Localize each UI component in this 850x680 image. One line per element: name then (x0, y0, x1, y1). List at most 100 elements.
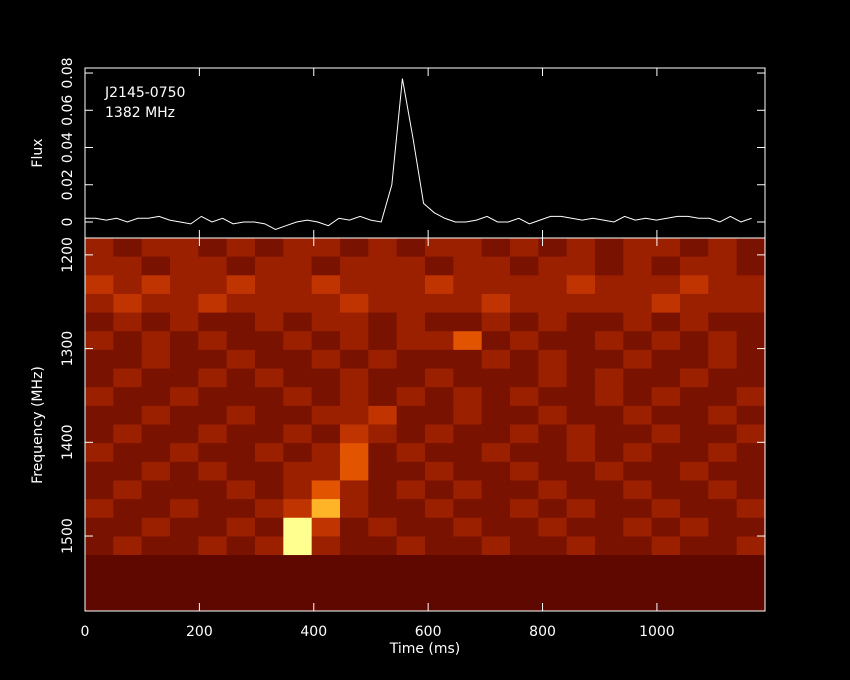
heatmap-cell (141, 443, 171, 463)
heatmap-cell (283, 424, 313, 444)
heatmap-cell (481, 573, 511, 593)
heatmap-cell (425, 461, 454, 481)
heatmap-cell (255, 293, 284, 314)
heatmap-cell (396, 238, 426, 258)
heatmap-cell (510, 536, 539, 556)
heatmap-cell (340, 499, 369, 519)
y-tick-label: 1400 (60, 424, 76, 460)
heatmap-cell (680, 517, 709, 537)
heatmap-cell (651, 555, 681, 575)
heatmap-cell (651, 592, 681, 612)
heatmap-cell (708, 424, 738, 444)
heatmap-cell (113, 405, 143, 425)
heatmap-cell (340, 424, 369, 444)
heatmap-cell (453, 480, 483, 500)
heatmap-cell (566, 405, 596, 425)
heatmap-cell (311, 536, 341, 556)
heatmap-cell (623, 424, 653, 444)
heatmap-cell (141, 387, 171, 407)
heatmap-cell (396, 387, 426, 407)
heatmap-cell (311, 517, 341, 537)
heatmap-cell (113, 368, 143, 388)
flux-profile (85, 78, 752, 230)
heatmap-cell (538, 405, 568, 425)
heatmap-cell (566, 499, 596, 519)
heatmap-cell (736, 256, 766, 276)
heatmap-cell (255, 368, 284, 388)
heatmap-cell (453, 536, 483, 556)
heatmap-cell (340, 238, 369, 258)
heatmap-cell (481, 387, 511, 407)
heatmap-cell (396, 499, 426, 519)
heatmap-cell (113, 238, 143, 258)
heatmap-cell (425, 238, 454, 258)
heatmap-cell (198, 349, 228, 370)
heatmap-cell (226, 443, 256, 463)
heatmap-cell (170, 387, 199, 407)
heatmap-cell (651, 349, 681, 370)
heatmap-cell (566, 536, 596, 556)
heatmap-cell (708, 536, 738, 556)
heatmap-cell (113, 555, 143, 575)
x-tick-label: 600 (415, 624, 442, 640)
heatmap-cell (141, 536, 171, 556)
heatmap-cell (311, 592, 341, 612)
heatmap-cell (453, 312, 483, 332)
x-tick-label: 400 (300, 624, 327, 640)
heatmap-cell (85, 387, 114, 407)
heatmap-cell (538, 573, 568, 593)
heatmap-cell (396, 293, 426, 314)
heatmap-cell (283, 405, 313, 425)
heatmap-cell (680, 405, 709, 425)
heatmap-cell (425, 349, 454, 370)
heatmap-cell (311, 424, 341, 444)
heatmap-cell (311, 293, 341, 314)
heatmap-cell (311, 349, 341, 370)
heatmap-cell (340, 573, 369, 593)
heatmap-cell (425, 275, 454, 295)
heatmap-cell (226, 331, 256, 351)
heatmap-cell (255, 331, 284, 351)
heatmap-cell (736, 443, 766, 463)
heatmap-cell (595, 312, 624, 332)
heatmap-cell (170, 443, 199, 463)
heatmap-cell (340, 349, 369, 370)
heatmap-cell (198, 405, 228, 425)
heatmap-cell (85, 312, 114, 332)
heatmap-cell (736, 461, 766, 481)
y-tick-label: 1200 (60, 237, 76, 273)
x-tick-label: 0 (81, 624, 90, 640)
heatmap-cell (255, 238, 284, 258)
heatmap-cell (170, 461, 199, 481)
heatmap-cell (226, 536, 256, 556)
heatmap-cell (396, 312, 426, 332)
heatmap-cell (538, 424, 568, 444)
heatmap-cell (85, 573, 114, 593)
heatmap-cell (425, 387, 454, 407)
heatmap-cell (141, 517, 171, 537)
heatmap-cell (651, 387, 681, 407)
heatmap-cell (651, 499, 681, 519)
heatmap-cell (340, 517, 369, 537)
heatmap-cell (651, 573, 681, 593)
heatmap-cell (226, 461, 256, 481)
heatmap-cell (368, 275, 398, 295)
heatmap-cell (453, 424, 483, 444)
heatmap-cell (595, 536, 624, 556)
heatmap-cell (141, 480, 171, 500)
heatmap-cell (170, 480, 199, 500)
heatmap-cell (736, 555, 766, 575)
heatmap-cell (481, 256, 511, 276)
heatmap-cell (255, 480, 284, 500)
heatmap-cell (708, 461, 738, 481)
heatmap-cell (170, 293, 199, 314)
heatmap-cell (453, 443, 483, 463)
heatmap-cell (510, 517, 539, 537)
heatmap-cell (113, 387, 143, 407)
heatmap-cell (566, 349, 596, 370)
heatmap-cell (283, 256, 313, 276)
y-tick-label: 0.08 (60, 57, 76, 88)
heatmap-cell (340, 592, 369, 612)
heatmap-cell (141, 499, 171, 519)
